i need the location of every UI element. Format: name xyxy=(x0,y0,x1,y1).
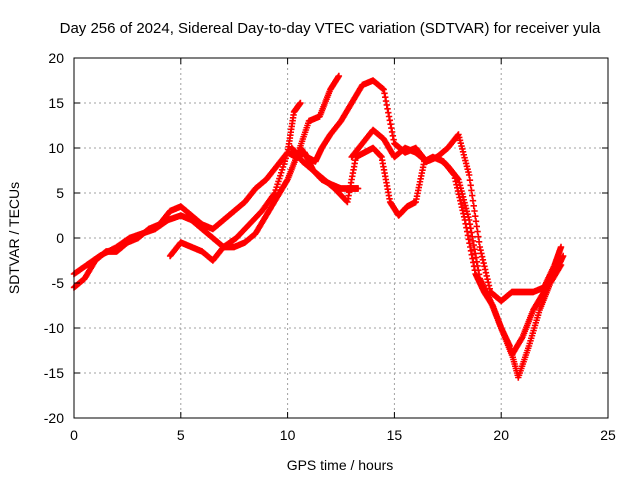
series-track-4 xyxy=(288,144,565,381)
data-point-marker xyxy=(557,243,565,251)
axis-ticks: 0 5 10 15 20 25 -20 -15 -10 -5 0 5 10 15 20 xyxy=(44,50,616,443)
data-point-marker xyxy=(297,99,304,107)
y-tick-label: 10 xyxy=(48,140,64,156)
y-tick-label: 20 xyxy=(48,50,64,66)
series-track-1 xyxy=(70,99,304,291)
y-tick-label: -20 xyxy=(44,410,64,426)
x-axis-label: GPS time / hours xyxy=(287,457,394,473)
data-point-marker xyxy=(354,185,362,192)
x-tick-label: 20 xyxy=(493,427,509,443)
y-tick-label: 0 xyxy=(56,230,64,246)
y-tick-label: -15 xyxy=(44,365,64,381)
data-point-marker xyxy=(559,252,567,260)
y-tick-label: -10 xyxy=(44,320,64,336)
series-track-3 xyxy=(70,149,362,278)
y-tick-label: -5 xyxy=(52,275,65,291)
x-tick-label: 0 xyxy=(70,427,78,443)
x-tick-label: 5 xyxy=(177,427,185,443)
y-axis-label: SDTVAR / TECUs xyxy=(6,182,22,294)
series-track-6 xyxy=(348,126,567,359)
x-tick-label: 25 xyxy=(600,427,616,443)
series-track-5 xyxy=(166,72,343,264)
data-point-marker xyxy=(335,72,343,80)
chart-title: Day 256 of 2024, Sidereal Day-to-day VTE… xyxy=(60,20,601,37)
x-tick-label: 15 xyxy=(387,427,403,443)
x-tick-label: 10 xyxy=(280,427,296,443)
grid-lines xyxy=(74,58,608,418)
y-tick-label: 5 xyxy=(56,185,64,201)
data-points-layer xyxy=(70,72,567,381)
y-tick-label: 15 xyxy=(48,95,64,111)
